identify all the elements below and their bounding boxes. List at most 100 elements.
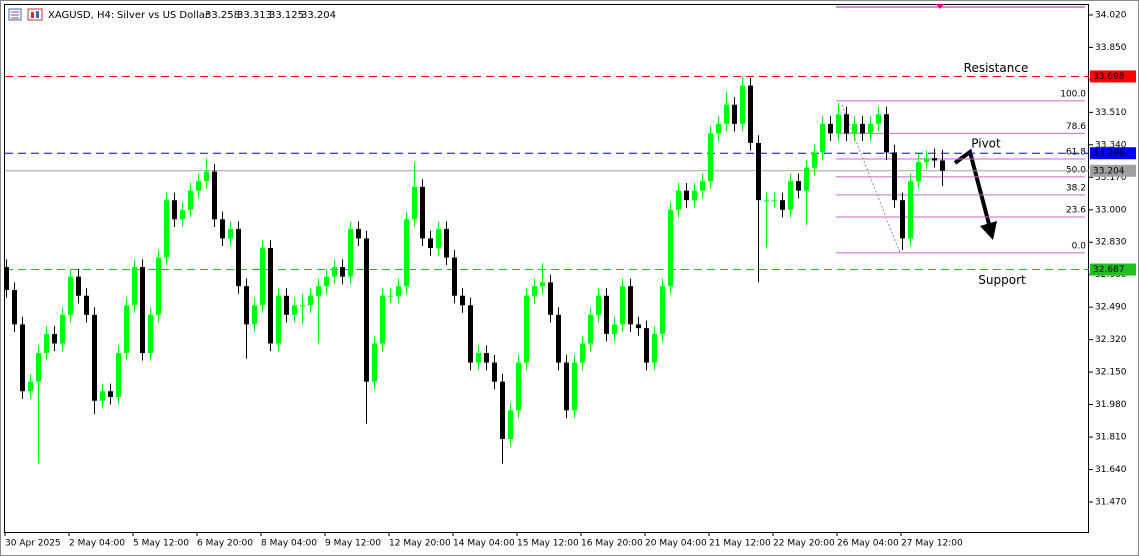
- y-tick-label: 34.020: [1095, 10, 1127, 20]
- candle-body: [748, 85, 753, 143]
- y-tick-label: 32.150: [1095, 368, 1127, 378]
- x-tick-label: 9 May 12:00: [325, 539, 381, 549]
- level-label: Resistance: [964, 61, 1029, 75]
- y-tick-label: 31.470: [1095, 498, 1127, 508]
- candle-body: [316, 286, 321, 296]
- candle-body: [868, 123, 873, 134]
- y-tick-label: 31.980: [1095, 400, 1127, 410]
- candle-body: [172, 200, 177, 220]
- y-tick-label: 31.640: [1095, 465, 1127, 475]
- y-tick-label: 33.340: [1095, 140, 1127, 150]
- candle-body: [236, 228, 241, 287]
- current-price-tag: 33.204: [1093, 166, 1125, 176]
- fib-label: 78.6: [1066, 122, 1086, 132]
- symbol-description: Silver vs US Dollar: [117, 10, 210, 21]
- candle-body: [444, 228, 449, 258]
- candle-body: [52, 333, 57, 344]
- candle-body: [764, 200, 769, 202]
- candle-body: [340, 267, 345, 277]
- candle-body: [12, 289, 17, 325]
- candle-body: [644, 328, 649, 363]
- candle-body: [668, 209, 673, 287]
- candle-body: [596, 295, 601, 315]
- candle-body: [196, 181, 201, 191]
- candle-body: [4, 267, 9, 290]
- candle-body: [540, 282, 545, 287]
- candle-body: [372, 343, 377, 382]
- x-tick-label: 22 May 20:00: [773, 539, 835, 549]
- candle-body: [500, 381, 505, 439]
- candle-body: [300, 305, 305, 307]
- x-tick-label: 8 May 04:00: [261, 539, 317, 549]
- candle-body: [212, 171, 217, 220]
- candle-body: [900, 200, 905, 239]
- candle-body: [188, 190, 193, 210]
- candle-body: [76, 276, 81, 296]
- candle-body: [244, 286, 249, 325]
- candle-body: [324, 276, 329, 287]
- candle-body: [756, 142, 761, 201]
- y-tick-label: 33.510: [1095, 108, 1127, 118]
- current-price-tag-bg: [1090, 164, 1136, 177]
- candle-body: [100, 391, 105, 401]
- candle-body: [524, 295, 529, 363]
- forecast-arrowhead: [980, 221, 997, 240]
- x-tick-label: 26 May 04:00: [837, 539, 899, 549]
- candle-body: [588, 314, 593, 344]
- candle-body: [148, 314, 153, 354]
- candle-body: [732, 104, 737, 124]
- x-tick-label: 16 May 20:00: [581, 539, 643, 549]
- candle-body: [516, 362, 521, 411]
- y-tick-label: 33.000: [1095, 205, 1127, 215]
- candle-body: [636, 324, 641, 329]
- x-tick-label: 20 May 04:00: [645, 539, 707, 549]
- candle-body: [356, 228, 361, 239]
- fib-label: 0.0: [1072, 241, 1087, 251]
- x-tick-label: 21 May 12:00: [709, 539, 771, 549]
- candle-body: [420, 186, 425, 239]
- candle-body: [828, 123, 833, 134]
- candle-body: [156, 257, 161, 315]
- candle-body: [772, 200, 777, 202]
- candle-body: [364, 238, 369, 382]
- candle-body: [844, 114, 849, 134]
- candle-body: [660, 286, 665, 334]
- candle-body: [940, 160, 945, 171]
- x-tick-label: 30 Apr 2025: [5, 539, 61, 549]
- candle-body: [180, 209, 185, 220]
- candle-body: [620, 286, 625, 325]
- candle-body: [692, 190, 697, 201]
- candle-body: [380, 295, 385, 344]
- candle-body: [252, 305, 257, 325]
- y-tick-label: 32.490: [1095, 303, 1127, 313]
- symbol-title: XAGUSD, H4:: [48, 10, 114, 21]
- candle-body: [68, 276, 73, 315]
- candle-body: [700, 181, 705, 191]
- header-price: 33.125: [269, 10, 304, 21]
- header-icons: [8, 8, 43, 21]
- candle-body: [876, 114, 881, 124]
- candle-body: [412, 186, 417, 220]
- candle-body: [908, 181, 913, 239]
- candle-body: [84, 295, 89, 315]
- candle-body: [348, 228, 353, 277]
- candle-body: [36, 353, 41, 382]
- candle-body: [580, 343, 585, 363]
- candle-body: [28, 381, 33, 392]
- candle-body: [460, 295, 465, 306]
- header-price: 33.204: [301, 10, 336, 21]
- fib-trend: [841, 104, 901, 254]
- candle-body: [508, 410, 513, 439]
- candle-body: [788, 181, 793, 210]
- x-tick-label: 15 May 12:00: [517, 539, 579, 549]
- candle-body: [260, 247, 265, 306]
- candle-body: [204, 171, 209, 182]
- x-tick-label: 27 May 12:00: [901, 539, 963, 549]
- fib-label: 38.2: [1066, 183, 1086, 193]
- candle-body: [820, 123, 825, 153]
- candle-body: [932, 158, 937, 161]
- level-label: Support: [978, 273, 1026, 287]
- candle-body: [796, 181, 801, 191]
